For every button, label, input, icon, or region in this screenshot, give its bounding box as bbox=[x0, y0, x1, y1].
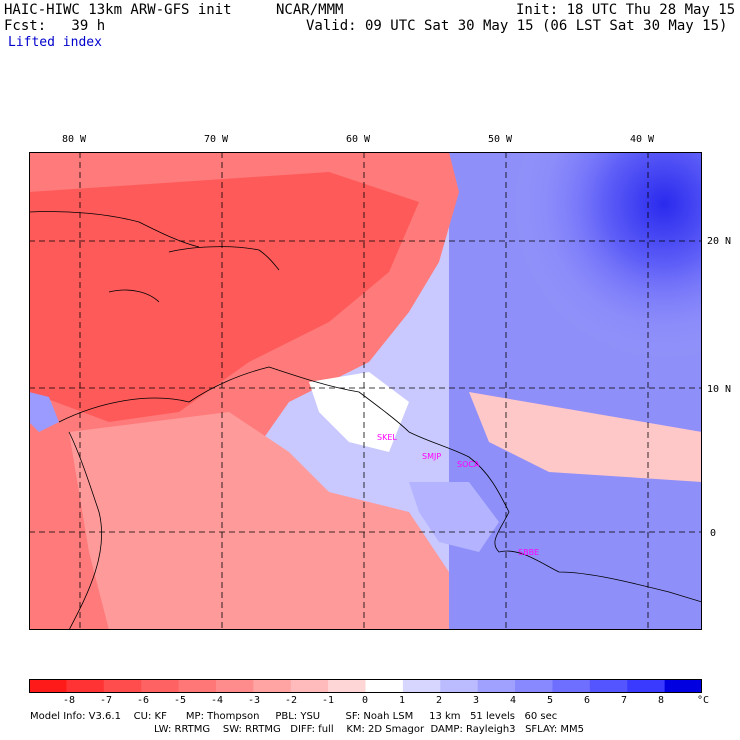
hispaniola-coastline bbox=[168, 246, 280, 271]
colorbar-tick-neg8: -8 bbox=[62, 695, 76, 706]
station-soca: SOCA bbox=[457, 460, 480, 469]
colorbar-tick-3: 3 bbox=[472, 695, 480, 706]
colorbar-swatch bbox=[365, 679, 404, 693]
colorbar-tick-4: 4 bbox=[509, 695, 517, 706]
model-info-line1: Model Info: V3.6.1 CU: KF MP: Thompson P… bbox=[30, 711, 558, 722]
colorbar-tick-neg3: -3 bbox=[247, 695, 261, 706]
field-name: Lifted index bbox=[8, 35, 102, 50]
colorbar-tick-neg1: -1 bbox=[321, 695, 335, 706]
colorbar-swatch bbox=[402, 679, 441, 693]
colorbar-swatch bbox=[440, 679, 479, 693]
model-info-line2: LW: RRTMG SW: RRTMG DIFF: full KM: 2D Sm… bbox=[154, 724, 584, 735]
lon-label-80w: 80 W bbox=[61, 134, 87, 145]
colorbar-tick-neg5: -5 bbox=[173, 695, 187, 706]
station-smjp: SMJP bbox=[422, 452, 441, 461]
south-america-unstable-region bbox=[69, 412, 449, 630]
lon-label-40w: 40 W bbox=[629, 134, 655, 145]
station-sbbe: SBBE bbox=[518, 548, 539, 557]
atlantic-blue-core bbox=[449, 152, 702, 412]
colorbar bbox=[29, 679, 702, 693]
colorbar-tick-7: 7 bbox=[620, 695, 628, 706]
itcz-band bbox=[469, 392, 702, 482]
colorbar-unit: °C bbox=[697, 695, 710, 706]
stable-patch-guiana bbox=[409, 482, 499, 552]
neutral-patch-venezuela bbox=[309, 372, 409, 452]
map-frame bbox=[29, 152, 702, 630]
strong-instability-core bbox=[29, 172, 419, 422]
colorbar-swatch bbox=[215, 679, 254, 693]
lat-label-10n: 10 N bbox=[707, 384, 732, 395]
colorbar-swatch bbox=[515, 679, 553, 693]
colorbar-swatch bbox=[328, 679, 366, 693]
colorbar-frame bbox=[29, 679, 702, 693]
colorbar-tick-6: 6 bbox=[583, 695, 591, 706]
colorbar-swatch bbox=[290, 679, 329, 693]
valid-time: Valid: 09 UTC Sat 30 May 15 (06 LST Sat … bbox=[306, 18, 728, 34]
colorbar-swatch bbox=[253, 679, 292, 693]
station-skel: SKEL bbox=[377, 433, 397, 442]
colorbar-tick-neg6: -6 bbox=[136, 695, 150, 706]
pacific-stable-patch bbox=[29, 392, 59, 432]
colorbar-tick-8: 8 bbox=[657, 695, 665, 706]
jamaica-coastline bbox=[108, 289, 160, 303]
pacific-coastline bbox=[68, 431, 103, 630]
colorbar-swatch bbox=[477, 679, 516, 693]
colorbar-tick-neg7: -7 bbox=[99, 695, 113, 706]
colorbar-tick-5: 5 bbox=[546, 695, 554, 706]
center-name: NCAR/MMM bbox=[276, 2, 344, 18]
lon-label-50w: 50 W bbox=[487, 134, 513, 145]
colorbar-swatch bbox=[29, 679, 67, 693]
colorbar-tick-neg4: -4 bbox=[210, 695, 224, 706]
model-title: HAIC-HIWC 13km ARW-GFS init bbox=[4, 2, 232, 18]
colorbar-tick-2: 2 bbox=[435, 695, 443, 706]
lon-label-60w: 60 W bbox=[345, 134, 371, 145]
colorbar-swatch bbox=[589, 679, 628, 693]
lon-label-70w: 70 W bbox=[203, 134, 229, 145]
colorbar-swatch bbox=[103, 679, 142, 693]
cuba-coastline bbox=[29, 211, 200, 248]
colorbar-tick-0: 0 bbox=[361, 695, 369, 706]
colorbar-tick-neg2: -2 bbox=[284, 695, 298, 706]
colorbar-swatch bbox=[627, 679, 666, 693]
forecast-hour: Fcst: 39 h bbox=[4, 18, 106, 34]
init-time: Init: 18 UTC Thu 28 May 15 bbox=[516, 2, 736, 18]
colorbar-swatch bbox=[552, 679, 591, 693]
colorbar-swatch bbox=[141, 679, 180, 693]
graticule bbox=[29, 152, 702, 630]
colorbar-swatch bbox=[664, 679, 702, 693]
colorbar-tick-1: 1 bbox=[398, 695, 406, 706]
lifted-index-map: SKEL SMJP SOCA SBBE bbox=[29, 152, 702, 630]
colorbar-swatch bbox=[178, 679, 217, 693]
lat-label-equator: 0 bbox=[710, 528, 717, 539]
lat-label-20n: 20 N bbox=[707, 236, 732, 247]
colorbar-swatch bbox=[66, 679, 105, 693]
